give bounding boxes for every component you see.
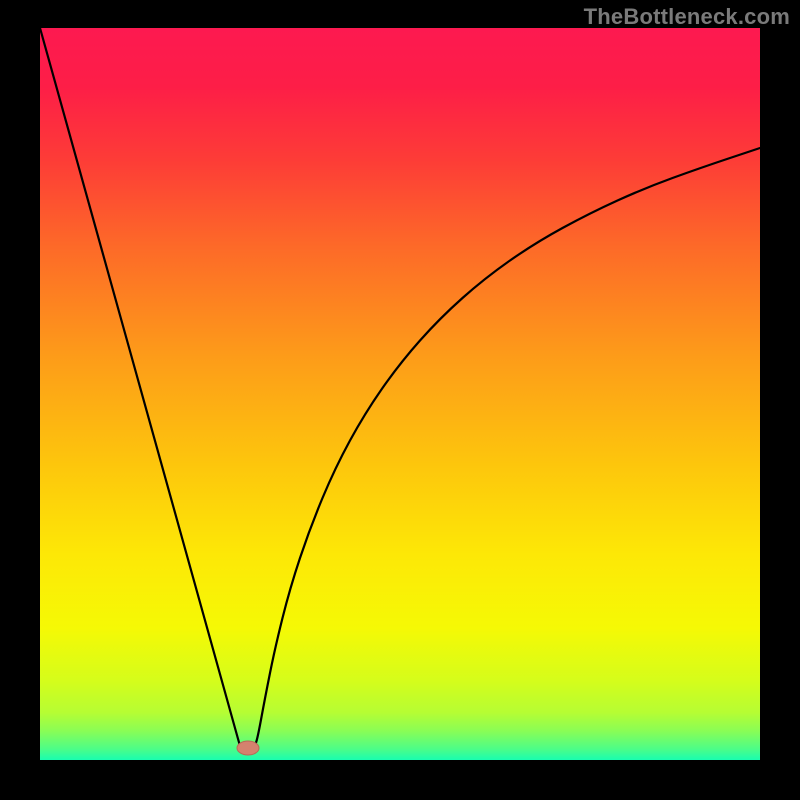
plot-background	[40, 28, 760, 760]
watermark-label: TheBottleneck.com	[584, 4, 790, 30]
plot-area	[40, 28, 760, 760]
chart-stage: TheBottleneck.com	[0, 0, 800, 800]
minimum-marker	[237, 741, 259, 755]
chart-canvas	[0, 0, 800, 800]
